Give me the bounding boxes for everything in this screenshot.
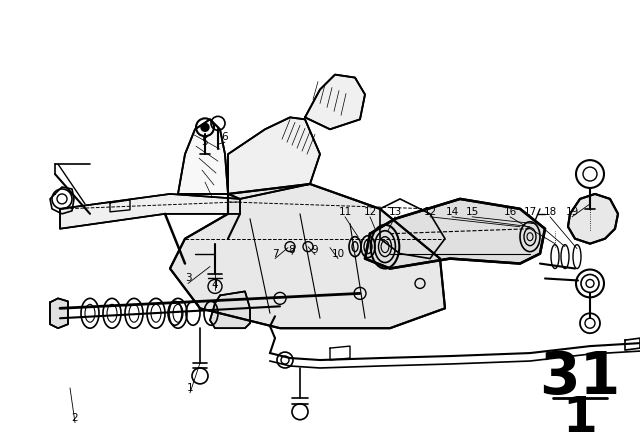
- Text: 2: 2: [72, 413, 78, 423]
- Text: 17: 17: [524, 207, 536, 217]
- Text: 5: 5: [202, 137, 208, 147]
- Polygon shape: [365, 199, 545, 268]
- Text: 3: 3: [185, 273, 191, 284]
- Text: 12: 12: [424, 207, 436, 217]
- Text: 10: 10: [332, 249, 344, 258]
- Text: 12: 12: [364, 207, 376, 217]
- Text: 6: 6: [221, 132, 228, 142]
- Text: 8: 8: [289, 245, 295, 254]
- Polygon shape: [178, 119, 228, 194]
- Polygon shape: [228, 117, 320, 199]
- Polygon shape: [50, 298, 68, 328]
- Polygon shape: [60, 194, 240, 229]
- Polygon shape: [170, 184, 445, 328]
- Circle shape: [201, 123, 209, 131]
- Polygon shape: [305, 74, 365, 129]
- Polygon shape: [568, 194, 618, 244]
- Text: 7: 7: [272, 249, 278, 258]
- Text: 18: 18: [543, 207, 557, 217]
- Text: 9: 9: [312, 245, 318, 254]
- Polygon shape: [210, 291, 250, 328]
- Text: 31: 31: [540, 349, 621, 406]
- Text: 15: 15: [465, 207, 479, 217]
- Text: 4: 4: [212, 280, 218, 290]
- Text: 11: 11: [339, 207, 351, 217]
- Text: 16: 16: [504, 207, 516, 217]
- Text: 1: 1: [187, 383, 193, 393]
- Text: 13: 13: [388, 207, 402, 217]
- Text: 19: 19: [565, 207, 579, 217]
- Text: 14: 14: [445, 207, 459, 217]
- Text: 1: 1: [563, 394, 597, 442]
